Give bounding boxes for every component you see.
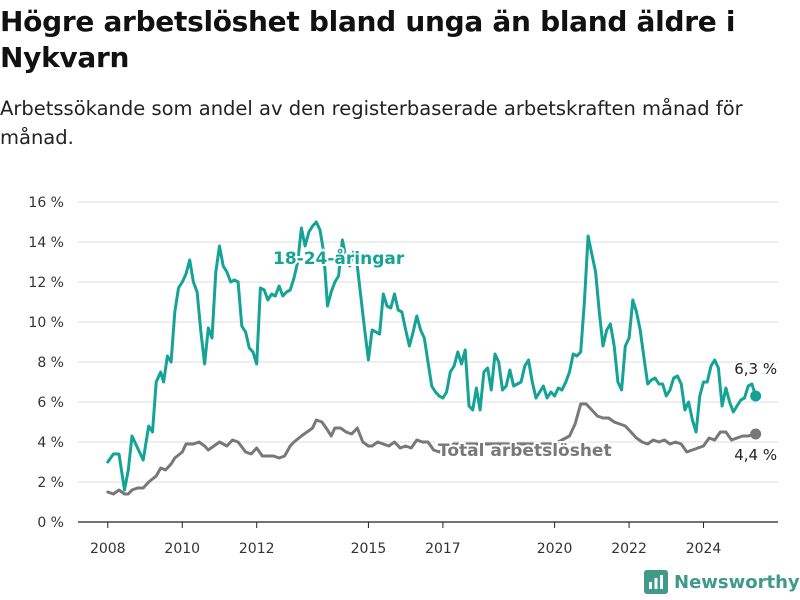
newsworthy-logo: Newsworthy (644, 568, 800, 596)
y-tick-label: 0 % (37, 515, 64, 531)
page-title: Högre arbetslöshet bland unga än bland ä… (0, 5, 736, 74)
x-tick-label: 2008 (90, 541, 126, 557)
y-axis: 0 % 2 % 4 % 6 % 8 % 10 % 12 % 14 % 16 % (28, 195, 64, 531)
x-axis: 2008 2010 2012 2015 2017 2020 2022 2024 (90, 522, 721, 557)
logo-text: Newsworthy (674, 571, 800, 593)
annotations: 18-24-åringar Total arbetslöshet (271, 245, 614, 463)
series-annotation: Total arbetslöshet (438, 441, 612, 461)
y-tick-label: 16 % (28, 195, 64, 211)
series-line (106, 402, 758, 496)
y-tick-label: 8 % (37, 355, 64, 371)
x-tick-label: 2022 (611, 541, 647, 557)
end-point-marker (750, 428, 762, 440)
x-tick-label: 2010 (164, 541, 200, 557)
series-annotation: 18-24-åringar (273, 247, 405, 269)
x-tick-label: 2012 (239, 541, 275, 557)
end-markers: 6,3 % 4,4 % (733, 359, 779, 466)
end-value-label: 6,3 % (734, 360, 777, 378)
y-tick-label: 10 % (28, 315, 64, 331)
x-tick-label: 2015 (351, 541, 387, 557)
y-tick-label: 4 % (37, 435, 64, 451)
series-lines (106, 220, 758, 496)
page-subtitle: Arbetssökande som andel av den registerb… (0, 97, 743, 149)
x-tick-label: 2017 (425, 541, 461, 557)
y-tick-label: 6 % (37, 395, 64, 411)
series-line (106, 220, 758, 492)
x-tick-label: 2024 (686, 541, 722, 557)
x-tick-label: 2020 (537, 541, 573, 557)
end-point-marker (750, 390, 762, 402)
end-value-label: 4,4 % (734, 446, 777, 464)
y-tick-label: 2 % (37, 475, 64, 491)
bar-chart-icon (644, 570, 668, 594)
y-tick-label: 12 % (28, 275, 64, 291)
y-tick-label: 14 % (28, 235, 64, 251)
